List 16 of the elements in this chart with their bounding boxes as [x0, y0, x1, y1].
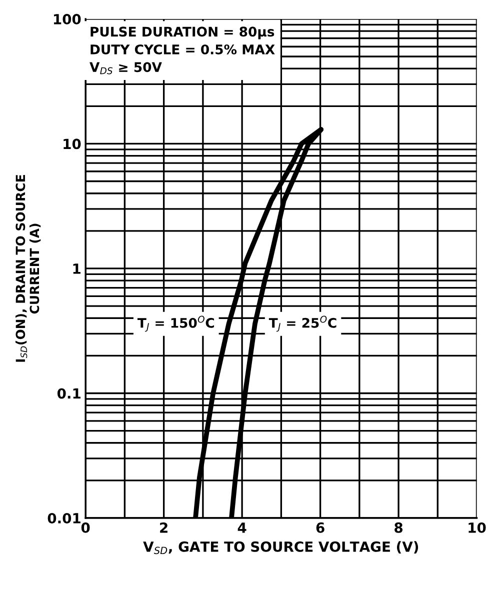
x-tick-label: 10	[468, 522, 486, 533]
x-tick-label: 4	[238, 522, 246, 533]
series-label: T$_{J}$ = 25$^{O}$C	[268, 316, 336, 332]
y-axis-title: I$_{SD}$(ON), DRAIN TO SOURCE CURRENT (A)	[15, 175, 41, 362]
x-tick-label: 6	[316, 522, 324, 533]
x-tick-label: 0	[81, 522, 90, 533]
x-axis-title: V$_{SD}$, GATE TO SOURCE VOLTAGE (V)	[143, 541, 418, 554]
y-tick-label: 1	[73, 264, 80, 274]
y-tick-label: 100	[54, 14, 81, 24]
y-tick-label: 0.1	[57, 388, 80, 399]
x-tick-label: 8	[394, 522, 403, 533]
annotation: PULSE DURATION = 80µs DUTY CYCLE = 0.5% MAX V$_{DS}$ ≥ 50V	[90, 26, 275, 74]
y-tick-label: 10	[64, 138, 81, 150]
x-tick-label: 2	[160, 522, 168, 533]
y-tick-label: 0.01	[48, 512, 80, 524]
series-label: T$_{J}$ = 150$^{O}$C	[137, 316, 214, 332]
